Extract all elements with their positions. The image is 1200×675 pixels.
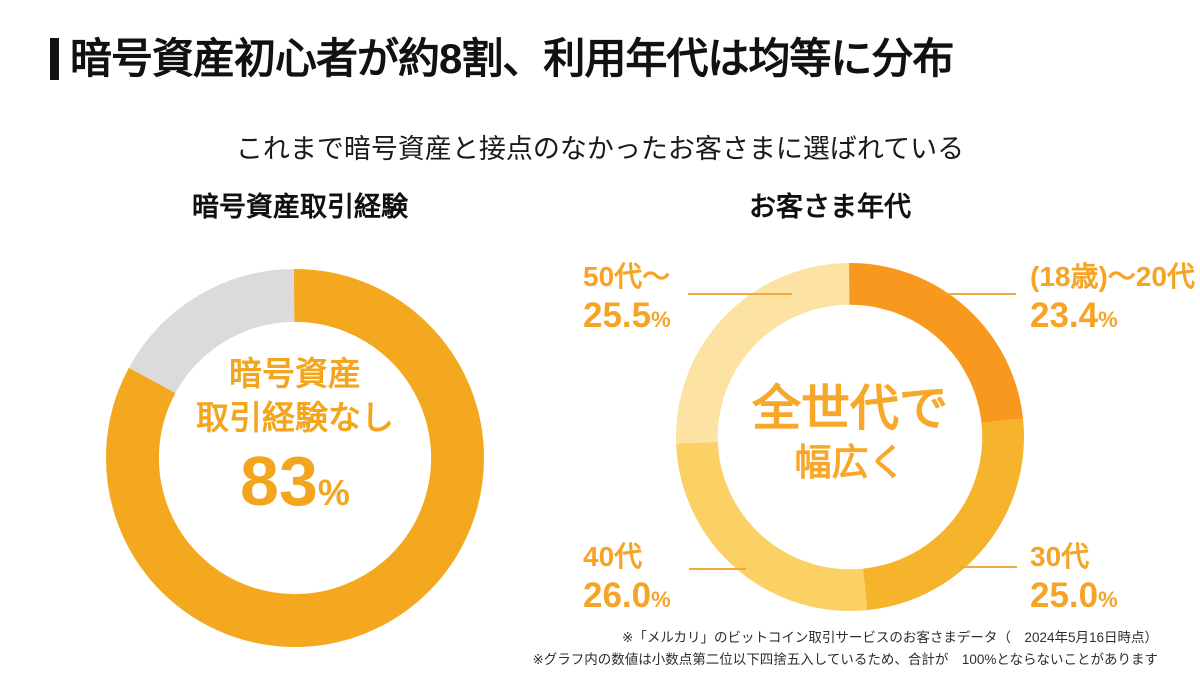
label-30s: 30代 25.0% [1030, 541, 1118, 616]
center-label-line: 全世代で [751, 382, 948, 436]
label-50s: 50代〜 25.5% [583, 261, 671, 336]
leader-line-40s [689, 568, 746, 570]
center-label-line: 取引経験なし [196, 398, 394, 436]
center-value-number: 83 [240, 441, 318, 520]
page-title-row: 暗号資産初心者が約8割、利用年代は均等に分布 [50, 35, 954, 82]
right-chart-title: お客さま年代 [749, 192, 911, 222]
title-accent-bar-icon [50, 38, 59, 80]
age-group-name: 40代 [583, 541, 643, 572]
label-18-to-20s: (18歳)〜20代 23.4% [1030, 261, 1195, 336]
experience-donut-center-text: 暗号資産 取引経験なし 83% [145, 352, 445, 516]
value-number: 25.5 [583, 296, 652, 336]
age-group-name: 50代〜 [583, 261, 671, 292]
footnote-line: ※「メルカリ」のビットコイン取引サービスのお客さまデータ（ 2024年5月16日… [622, 630, 1158, 645]
center-label-line: 暗号資産 [229, 355, 361, 392]
age-group-name: 30代 [1030, 541, 1090, 572]
value-number: 26.0 [583, 576, 652, 616]
age-donut-chart [676, 263, 1024, 611]
age-group-value: 26.0% [583, 576, 671, 616]
center-value: 83% [145, 446, 445, 516]
percent-sign: % [651, 587, 671, 613]
center-label-line: 幅広く [794, 441, 906, 483]
leader-line-50s [688, 293, 792, 295]
page-title: 暗号資産初心者が約8割、利用年代は均等に分布 [70, 35, 954, 82]
leader-line-30s [957, 566, 1017, 568]
footnotes: ※「メルカリ」のビットコイン取引サービスのお客さまデータ（ 2024年5月16日… [532, 627, 1158, 670]
footnote-line: ※グラフ内の数値は小数点第二位以下四捨五入しているため、合計が 100%とならな… [532, 651, 1158, 667]
age-donut-center-text: 全世代で 幅広く [700, 382, 1000, 485]
age-group-value: 25.0% [1030, 576, 1118, 616]
value-number: 23.4 [1030, 296, 1099, 336]
experience-donut-chart [106, 269, 484, 647]
age-group-name: (18歳)〜20代 [1030, 261, 1195, 292]
leader-line-18-to-20s [946, 293, 1016, 295]
percent-sign: % [317, 471, 350, 513]
percent-sign: % [651, 307, 671, 333]
page-subtitle: これまで暗号資産と接点のなかったお客さまに選ばれている [235, 134, 965, 164]
value-number: 25.0 [1030, 576, 1099, 616]
percent-sign: % [1098, 307, 1118, 333]
label-40s: 40代 26.0% [583, 541, 671, 616]
left-chart-title: 暗号資産取引経験 [192, 192, 408, 222]
age-group-value: 25.5% [583, 296, 671, 336]
percent-sign: % [1098, 587, 1118, 613]
age-group-value: 23.4% [1030, 296, 1195, 336]
